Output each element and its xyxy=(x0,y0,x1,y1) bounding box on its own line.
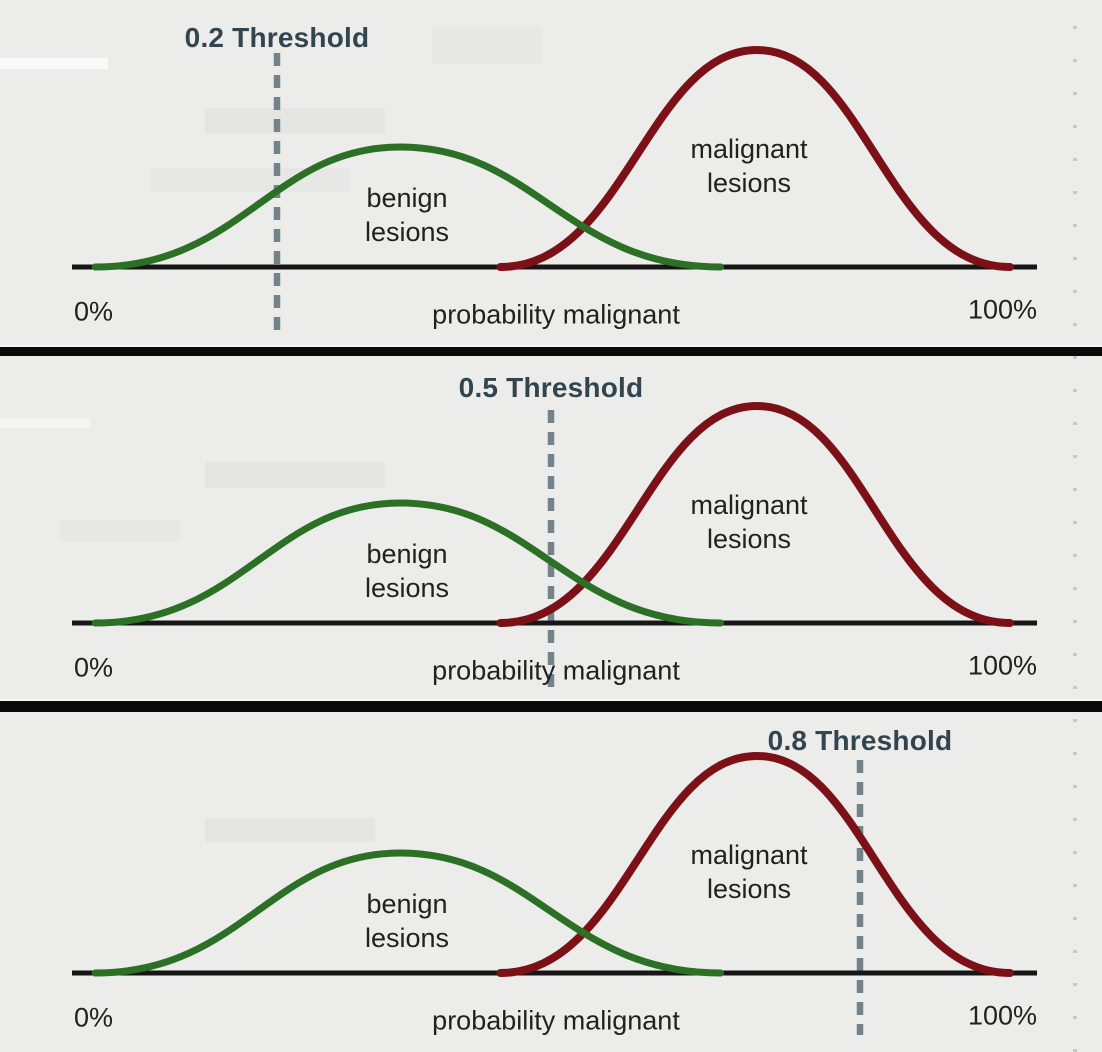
background-streak xyxy=(0,418,90,428)
x-axis-min-label: 0% xyxy=(74,1002,114,1033)
distribution-plot xyxy=(72,401,1037,690)
x-axis-min-label: 0% xyxy=(74,652,114,683)
panel-divider xyxy=(0,347,1102,356)
benign-curve xyxy=(91,849,724,977)
panel-divider-highlight xyxy=(0,699,1102,701)
x-axis-max-label: 100% xyxy=(967,650,1037,681)
benign-curve xyxy=(91,143,724,271)
threshold-panel-02: 0.2 Threshold benign lesions malignant l… xyxy=(0,0,1102,347)
threshold-label: 0.8 Threshold xyxy=(767,725,953,756)
malignant-curve-label: malignant lesions xyxy=(690,134,808,198)
distribution-plot xyxy=(72,751,1037,1035)
panel-divider xyxy=(0,701,1102,712)
malignant-curve xyxy=(496,401,1014,627)
x-axis-min-label: 0% xyxy=(74,296,114,327)
threshold-label: 0.2 Threshold xyxy=(184,22,370,53)
background-dots xyxy=(1073,26,1077,1052)
malignant-curve-label: malignant lesions xyxy=(690,490,808,554)
panel-divider-highlight xyxy=(0,345,1102,347)
benign-curve xyxy=(91,499,724,627)
distribution-plot xyxy=(72,45,1037,332)
background-streak xyxy=(0,58,108,69)
threshold-label: 0.5 Threshold xyxy=(458,372,644,403)
malignant-curve xyxy=(496,751,1014,977)
benign-curve-label: benign lesions xyxy=(364,183,450,247)
benign-curve-label: benign lesions xyxy=(364,539,450,603)
x-axis-title: probability malignant xyxy=(432,655,680,686)
threshold-panel-08: 0.8 Threshold benign lesions malignant l… xyxy=(0,712,1102,1052)
x-axis-max-label: 100% xyxy=(967,294,1037,325)
malignant-curve xyxy=(496,45,1014,271)
malignant-curve-label: malignant lesions xyxy=(690,840,808,904)
x-axis-title: probability malignant xyxy=(432,1005,680,1036)
x-axis-max-label: 100% xyxy=(967,1000,1037,1031)
threshold-panel-05: 0.5 Threshold benign lesions malignant l… xyxy=(0,356,1102,701)
benign-curve-label: benign lesions xyxy=(364,889,450,953)
x-axis-title: probability malignant xyxy=(432,299,680,330)
